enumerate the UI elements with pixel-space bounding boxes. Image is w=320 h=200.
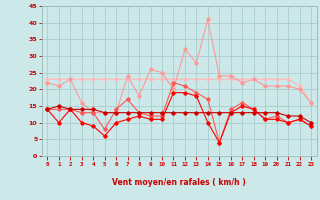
X-axis label: Vent moyen/en rafales ( km/h ): Vent moyen/en rafales ( km/h ) xyxy=(112,178,246,187)
